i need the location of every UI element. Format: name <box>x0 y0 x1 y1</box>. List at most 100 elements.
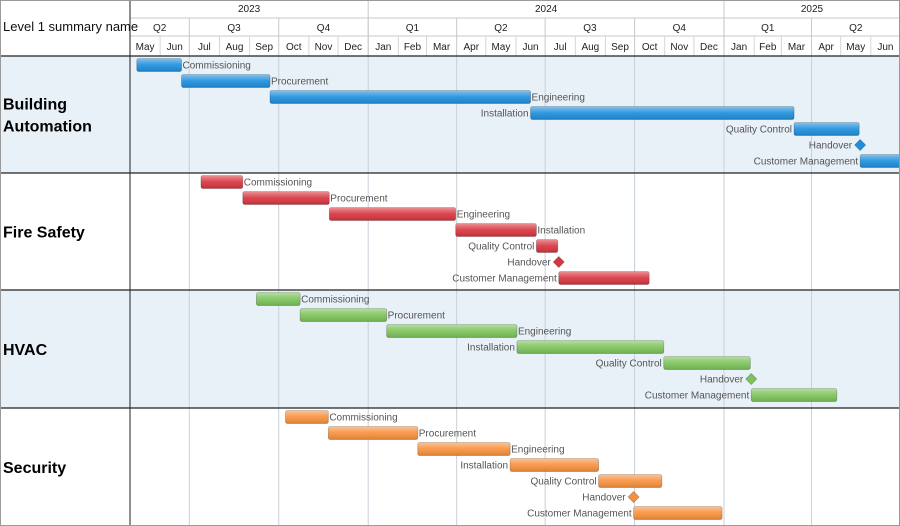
month-label: Apr <box>463 42 479 53</box>
group-label: Fire Safety <box>3 225 85 242</box>
task-bar-shine <box>663 356 751 370</box>
group-band <box>0 408 900 526</box>
task-bar-shine <box>417 442 511 456</box>
task-bar-shine <box>328 426 418 440</box>
task-label: Installation <box>467 343 515 354</box>
month-label: May <box>846 42 865 53</box>
month-label: Dec <box>700 42 718 53</box>
timeline-header: Level 1 summary name 2023 2024 2025 Q2 Q3 Q4 Q… <box>3 0 900 56</box>
task-label: Commissioning <box>183 61 251 72</box>
task-bar-shine <box>633 506 723 520</box>
task-label: Installation <box>537 226 585 237</box>
month-label: Feb <box>759 42 777 53</box>
group-band <box>0 290 900 408</box>
month-label: Aug <box>226 42 244 53</box>
month-label: Mar <box>433 42 451 53</box>
month-label: Apr <box>818 42 834 53</box>
group-label: Building Automation <box>3 97 92 136</box>
task-bar-shine <box>329 207 456 221</box>
task-label: Procurement <box>271 77 328 88</box>
month-label: Aug <box>581 42 599 53</box>
month-label: Jan <box>375 42 391 53</box>
task-bar-shine <box>136 58 182 72</box>
quarter-label: Q2 <box>849 23 863 34</box>
task-bar-shine <box>516 340 664 354</box>
task-bar-shine <box>455 223 537 237</box>
month-label: Nov <box>670 42 688 53</box>
task-label: Engineering <box>532 93 585 104</box>
task-label: Engineering <box>511 445 564 456</box>
task-bar-shine <box>270 90 531 104</box>
task-label: Engineering <box>518 327 571 338</box>
month-label: Jun <box>167 42 183 53</box>
task-label: Handover <box>700 375 744 386</box>
task-label: Engineering <box>457 210 510 221</box>
quarter-label: Q2 <box>494 23 508 34</box>
quarter-label: Q1 <box>761 23 775 34</box>
task-label: Customer Management <box>527 509 632 520</box>
task-label: Commissioning <box>329 413 397 424</box>
task-label: Procurement <box>388 311 445 322</box>
group-label: Security <box>3 460 66 477</box>
month-label: Oct <box>642 42 658 53</box>
milestone-marker <box>854 138 867 152</box>
task-bar-shine <box>285 410 329 424</box>
task-label: Installation <box>481 109 529 120</box>
milestone-marker <box>552 255 565 269</box>
quarter-label: Q3 <box>227 23 241 34</box>
month-label: May <box>136 42 155 53</box>
month-label: Nov <box>315 42 333 53</box>
milestone-marker <box>745 372 758 386</box>
task-bar-shine <box>256 292 301 306</box>
task-label: Quality Control <box>530 477 596 488</box>
group-labels: Building Automation Fire Safety HVAC Securit… <box>3 97 92 478</box>
task-bar-shine <box>386 324 517 338</box>
group-band <box>0 173 900 290</box>
group-label: HVAC <box>3 342 48 359</box>
gridlines <box>188 56 813 526</box>
month-label: May <box>491 42 510 53</box>
task-bar-shine <box>536 239 558 253</box>
task-label: Procurement <box>419 429 476 440</box>
month-label: Sep <box>611 42 629 53</box>
task-bar-shine <box>751 388 837 402</box>
quarter-label: Q2 <box>153 23 167 34</box>
task-label: Customer Management <box>754 157 859 168</box>
group-label-line: Building <box>3 97 67 114</box>
task-bar-shine <box>510 458 599 472</box>
month-label: Jul <box>198 42 211 53</box>
month-label: Sep <box>255 42 273 53</box>
task-bar-shine <box>860 154 900 168</box>
task-bar-shine <box>530 106 795 120</box>
month-label: Jun <box>522 42 538 53</box>
year-label: 2023 <box>238 4 261 15</box>
quarter-label: Q4 <box>673 23 687 34</box>
month-label: Oct <box>286 42 302 53</box>
month-label: Jan <box>731 42 747 53</box>
month-label: Jul <box>554 42 567 53</box>
quarter-label: Q1 <box>406 23 420 34</box>
header-background <box>0 0 900 56</box>
task-bar-shine <box>300 308 387 322</box>
task-bar-shine <box>242 191 330 205</box>
task-label: Handover <box>809 141 853 152</box>
task-label: Customer Management <box>645 391 750 402</box>
month-label: Mar <box>788 42 806 53</box>
task-label: Quality Control <box>726 125 792 136</box>
task-label: Handover <box>582 493 626 504</box>
task-bar-shine <box>200 175 243 189</box>
month-label: Dec <box>344 42 362 53</box>
month-label: Feb <box>404 42 422 53</box>
task-bar-shine <box>598 474 662 488</box>
task-label: Quality Control <box>468 242 534 253</box>
quarter-label: Q4 <box>317 23 331 34</box>
task-label: Installation <box>460 461 508 472</box>
task-label: Commissioning <box>301 295 369 306</box>
year-label: 2024 <box>535 4 558 15</box>
task-label: Procurement <box>330 194 387 205</box>
summary-column-title: Level 1 summary name <box>3 19 138 34</box>
task-bar-shine <box>794 122 860 136</box>
